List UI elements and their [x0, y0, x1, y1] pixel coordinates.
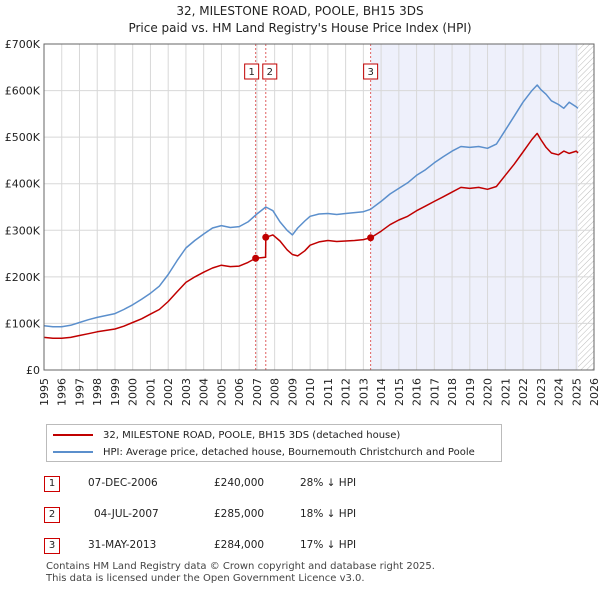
property-price-line [43, 132, 579, 340]
legend-swatch-hpi [53, 451, 93, 453]
sale-price: £284,000 [214, 539, 265, 551]
x-tick-label: 2024 [553, 378, 566, 406]
x-tick-label: 1998 [91, 378, 104, 406]
x-tick-label: 2008 [269, 378, 282, 406]
chart-subtitle: Price paid vs. HM Land Registry's House … [128, 21, 472, 35]
x-tick-label: 2005 [215, 378, 228, 406]
x-tick-label: 2020 [482, 378, 495, 406]
y-tick-label: £600K [5, 85, 41, 98]
sale-number-badge: 3 [44, 538, 60, 554]
y-tick-label: £0 [26, 364, 40, 377]
sale-hpi-diff: 17% ↓ HPI [300, 539, 357, 551]
x-tick-label: 2018 [446, 378, 459, 406]
x-tick-label: 1996 [56, 378, 69, 406]
x-tick-label: 2012 [340, 378, 353, 406]
sale-number-badge: 2 [44, 507, 60, 523]
legend-item-property: 32, MILESTONE ROAD, POOLE, BH15 3DS (det… [53, 427, 400, 443]
x-tick-label: 2009 [286, 378, 299, 406]
legend-swatch-property [53, 434, 93, 436]
y-tick-label: £100K [5, 317, 41, 330]
x-tick-label: 2022 [517, 378, 530, 406]
sale-point [252, 254, 260, 262]
sale-date: 31-MAY-2013 [88, 539, 157, 551]
x-tick-label: 2000 [127, 378, 140, 406]
x-tick-label: 2026 [588, 378, 600, 406]
y-tick-label: £200K [5, 271, 41, 284]
sale-price: £240,000 [214, 477, 265, 489]
x-tick-label: 2003 [180, 378, 193, 406]
x-tick-label: 2006 [233, 378, 246, 406]
hpi-line [43, 84, 579, 328]
plot-frame [43, 43, 595, 371]
sale-label-text: 3 [367, 67, 373, 78]
sale-date: 07-DEC-2006 [88, 477, 158, 489]
sale-label-box [262, 63, 278, 80]
sale-hpi-diff: 18% ↓ HPI [300, 508, 357, 520]
legend-label-hpi: HPI: Average price, detached house, Bour… [103, 446, 475, 458]
sale-label-text: 1 [248, 67, 254, 78]
sale-label-text: 2 [267, 67, 273, 78]
sale-point [262, 233, 270, 241]
sale-label-box [244, 63, 260, 80]
sale-hpi-diff: 28% ↓ HPI [300, 477, 357, 489]
x-tick-label: 2019 [464, 378, 477, 406]
sale-price: £285,000 [214, 508, 265, 520]
sale-point [367, 234, 375, 242]
sale-label-box [363, 63, 379, 80]
legend-item-hpi: HPI: Average price, detached house, Bour… [53, 444, 475, 460]
y-tick-label: £300K [5, 224, 41, 237]
x-tick-label: 1997 [73, 378, 86, 406]
x-tick-label: 2010 [304, 378, 317, 406]
x-tick-label: 2001 [144, 378, 157, 406]
footer-licence: This data is licensed under the Open Gov… [46, 573, 365, 584]
y-tick-label: £500K [5, 131, 41, 144]
shaded-period [370, 44, 579, 370]
x-tick-label: 1999 [109, 378, 122, 406]
footer-copyright: Contains HM Land Registry data © Crown c… [46, 561, 435, 572]
price-chart: 1 2 3 £0 £100K £200K £300K £400K £500K £600K £700K… [5, 38, 600, 406]
x-tick-label: 2004 [198, 378, 211, 406]
x-tick-label: 2016 [411, 378, 424, 406]
x-tick-label: 2014 [375, 378, 388, 406]
x-tick-label: 2011 [322, 378, 335, 406]
legend-label-property: 32, MILESTONE ROAD, POOLE, BH15 3DS (det… [103, 429, 401, 441]
x-tick-label: 2017 [428, 378, 441, 406]
chart-title: 32, MILESTONE ROAD, POOLE, BH15 3DS [176, 4, 424, 18]
legend: 32, MILESTONE ROAD, POOLE, BH15 3DS (det… [46, 424, 502, 462]
x-tick-label: 2015 [393, 378, 406, 406]
x-tick-label: 2013 [357, 378, 370, 406]
y-tick-label: £700K [5, 38, 41, 51]
y-tick-label: £400K [5, 178, 41, 191]
x-tick-label: 2023 [535, 378, 548, 406]
sale-number-badge: 1 [44, 476, 60, 492]
forecast-hatch [578, 44, 594, 370]
plot-area: 1 2 3 £0 £100K £200K £300K £400K £500K £600K £700K… [5, 38, 600, 406]
x-tick-label: 2025 [570, 378, 583, 406]
x-tick-label: 2002 [162, 378, 175, 406]
x-tick-label: 1995 [38, 378, 51, 406]
x-tick-label: 2021 [499, 378, 512, 406]
x-tick-label: 2007 [251, 378, 264, 406]
sale-date: 04-JUL-2007 [94, 508, 159, 520]
